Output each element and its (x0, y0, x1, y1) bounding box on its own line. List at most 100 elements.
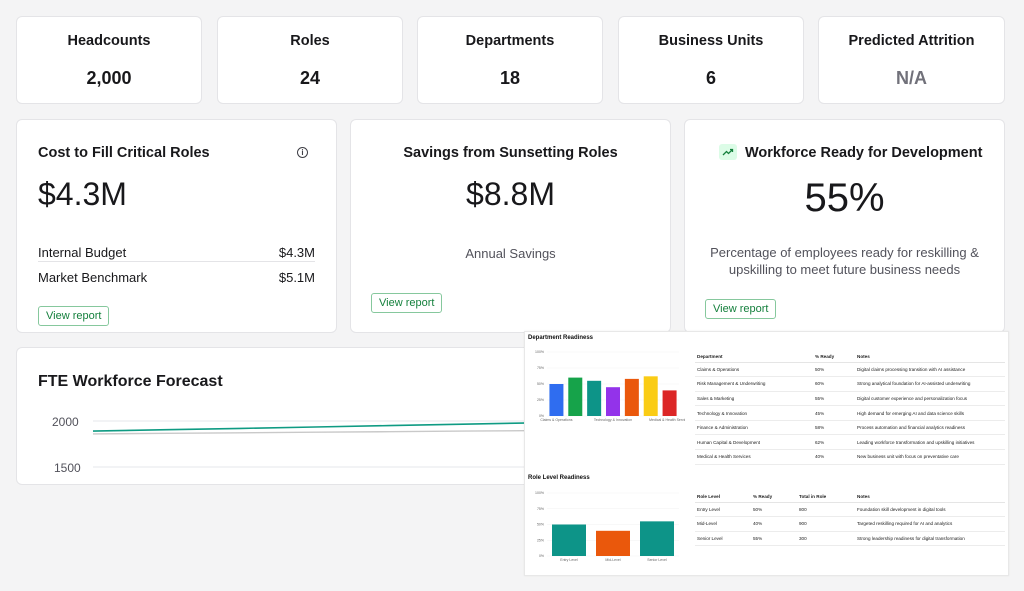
internal-budget-label: Internal Budget (38, 245, 127, 260)
table-row: Sales & Marketing 55% Digital customer exp… (695, 391, 1005, 407)
ready-description-line2: upskilling to meet future business needs (728, 262, 961, 277)
cell: 58% (813, 420, 855, 436)
table-row: Claims & Operations 50% Digital claims pro… (695, 362, 1005, 378)
cell: Medical & Health Services (695, 449, 813, 465)
role-readiness-table: Role Level % Ready Total in Role Notes E… (695, 491, 1005, 547)
column-header: Department (695, 351, 813, 363)
stat-label: Business Units (658, 33, 764, 49)
cell: Strong analytical foundation for AI-assi… (855, 376, 1005, 392)
cell: High demand for emerging AI and data sci… (855, 405, 1005, 421)
stat-label: Departments (465, 33, 555, 49)
stat-value: 24 (299, 68, 321, 88)
fte-forecast-card: FTE Workforce Forecast 2000 1500 (16, 347, 537, 485)
stat-card-headcounts: Headcounts 2,000 (16, 16, 202, 104)
card-title: Savings from Sunsetting Roles (403, 145, 618, 161)
y-tick-label: 100% (535, 350, 544, 354)
cell: Digital claims processing transition wit… (855, 362, 1005, 378)
cell: 45% (813, 405, 855, 421)
forecast-chart (92, 420, 537, 468)
table-row: Senior Level 55% 300 Strong leadership read… (695, 531, 1005, 547)
info-icon[interactable]: i (297, 147, 308, 158)
y-tick-label: 50% (537, 382, 544, 386)
forecast-line-primary (92, 422, 537, 432)
cell: 900 (797, 516, 855, 532)
y-tick-label: 50% (537, 523, 544, 527)
cost-to-fill-card: Cost to Fill Critical Roles i $4.3M Inte… (16, 119, 337, 333)
savings-card: Savings from Sunsetting Roles $8.8M Annu… (350, 119, 671, 333)
stat-label: Headcounts (67, 33, 151, 49)
cell: Claims & Operations (695, 362, 813, 378)
stat-label: Roles (290, 33, 330, 49)
stat-card-departments: Departments 18 (417, 16, 603, 104)
bar (587, 380, 602, 416)
column-header: % Ready (813, 351, 855, 363)
role-readiness-chart: 100% 75% 50% 25% 0% Entry Level Mid-Level Senio… (535, 491, 679, 562)
table-row: Mid-Level 40% 900 Targeted reskilling requi… (695, 516, 1005, 532)
savings-caption: Annual Savings (465, 246, 556, 261)
cell: 60% (813, 376, 855, 392)
cell: Process automation and financial analyti… (855, 420, 1005, 436)
trending-up-icon (719, 144, 737, 160)
forecast-title: FTE Workforce Forecast (38, 373, 223, 390)
cell: 50% (751, 502, 797, 518)
ready-description-line1: Percentage of employees ready for reskil… (710, 245, 979, 260)
stat-value: 6 (705, 68, 716, 88)
cell: 50% (813, 362, 855, 378)
stat-card-predicted-attrition: Predicted Attrition N/A (818, 16, 1005, 104)
forecast-y-tick: 2000 (52, 415, 79, 429)
dept-readiness-chart: 100% 75% 50% 25% 0%Claims & Operations Techno… (535, 350, 685, 422)
cell: 40% (751, 516, 797, 532)
stat-card-business-units: Business Units 6 (618, 16, 804, 104)
cell: Strong leadership readiness for digital … (855, 531, 1005, 547)
cell: Targeted reskilling required for AI and … (855, 516, 1005, 532)
stat-value: 18 (499, 68, 521, 88)
column-header: Notes (855, 491, 1005, 503)
table-row: Human Capital & Development 62% Leading wo… (695, 434, 1005, 451)
role-readiness-title: Role Level Readiness (528, 475, 590, 481)
cell: Sales & Marketing (695, 391, 813, 407)
view-report-button[interactable]: View report (371, 293, 443, 313)
stat-card-roles: Roles 24 (217, 16, 403, 104)
bar (643, 376, 658, 416)
savings-value: $8.8M (466, 176, 555, 212)
bar (549, 384, 564, 416)
x-tick-label: Mid-Level (605, 558, 620, 562)
bar (596, 530, 630, 556)
market-benchmark-label: Market Benchmark (38, 270, 148, 285)
view-report-button[interactable]: View report (705, 299, 777, 319)
table-row: Technology & Innovation 45% High demand fo… (695, 405, 1005, 421)
cell: Foundation skill development in digital … (855, 502, 1005, 518)
cell: Risk Management & Underwriting (695, 376, 813, 392)
table-row: Risk Management & Underwriting 60% Strong … (695, 376, 1005, 392)
stat-value: N/A (896, 68, 927, 88)
market-benchmark-value: $5.1M (278, 270, 315, 285)
cell: 55% (813, 391, 855, 407)
x-tick-label: Senior Level (647, 558, 667, 562)
y-tick-label: 75% (537, 507, 544, 511)
stat-value: 2,000 (86, 68, 132, 88)
bar (662, 390, 677, 416)
cell: 62% (813, 434, 855, 451)
cell: 800 (797, 502, 855, 518)
cell: Senior Level (695, 531, 751, 547)
bar (624, 378, 639, 416)
dept-readiness-title: Department Readiness (528, 335, 594, 341)
table-row: Medical & Health Services 40% New business… (695, 449, 1005, 465)
cell: Human Capital & Development (695, 434, 813, 451)
column-header: Role Level (695, 491, 751, 503)
internal-budget-value: $4.3M (278, 245, 315, 260)
x-tick-label: Technology & Innovation (594, 418, 632, 422)
cell: Digital customer experience and personal… (855, 391, 1005, 407)
x-tick-label: Medical & Health Services (649, 418, 685, 422)
bar (552, 524, 586, 556)
workforce-ready-card: Workforce Ready for Development 55% Perc… (684, 119, 1005, 333)
cell: 40% (813, 449, 855, 465)
view-report-button[interactable]: View report (38, 306, 110, 326)
dept-readiness-table: Department % Ready Notes Claims & Operat… (695, 351, 1005, 465)
forecast-line-baseline (92, 429, 537, 435)
table-row: Entry Level 50% 800 Foundation skill develo… (695, 502, 1005, 518)
column-header: Total in Role (797, 491, 855, 503)
y-tick-label: 75% (537, 366, 544, 370)
x-tick-label: Claims & Operations (540, 418, 572, 422)
cell: Leading workforce transformation and ups… (855, 434, 1005, 451)
